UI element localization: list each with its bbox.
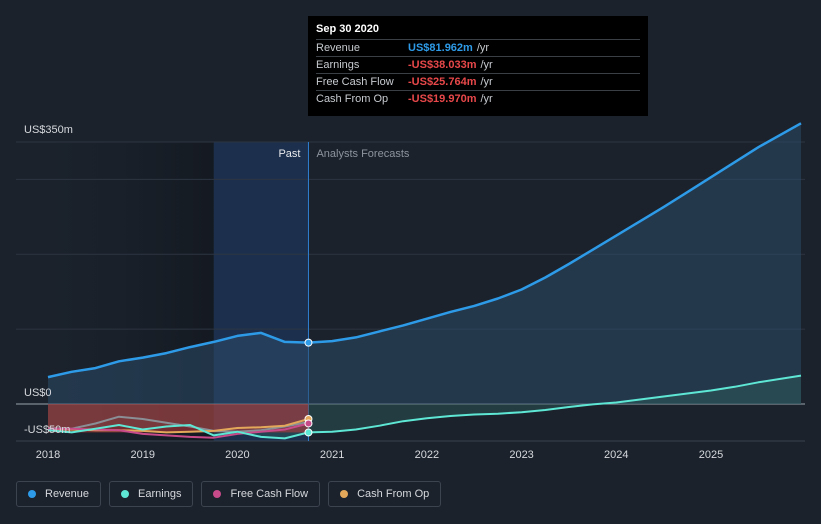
revenue-line (47, 122, 802, 379)
tooltip-date: Sep 30 2020 (316, 23, 379, 35)
legend-label: Earnings (138, 488, 182, 500)
legend-item-fcf[interactable]: Free Cash Flow (201, 481, 321, 507)
data-tooltip: Sep 30 2020 Revenue US$81.962m/yr Earnings… (308, 16, 648, 116)
legend-label: Free Cash Flow (230, 488, 309, 500)
legend-item-revenue[interactable]: Revenue (16, 481, 102, 507)
tooltip-row-name: Free Cash Flow (316, 76, 394, 88)
past-label: Past (278, 148, 300, 160)
legend-dot-icon (340, 490, 349, 498)
tooltip-row-unit: /yr (480, 59, 493, 71)
revenue-area (48, 123, 801, 405)
legend-label: Revenue (45, 488, 90, 500)
legend-dot-icon (28, 490, 36, 498)
earnings-line (47, 374, 802, 440)
x-tick-label: 2024 (604, 449, 628, 461)
earnings-marker[interactable] (304, 428, 313, 437)
earnings-past-line (47, 415, 309, 433)
x-tick-label: 2022 (415, 449, 439, 461)
chart-legend: Revenue Earnings Free Cash Flow Cash From O… (16, 481, 442, 507)
y-label-bottom: -US$50m (24, 424, 70, 436)
y-label-top: US$350m (24, 124, 73, 136)
x-tick-label: 2018 (36, 449, 60, 461)
tooltip-row: Cash From Op -US$19.970m/yr (316, 90, 640, 107)
tooltip-row-unit: /yr (476, 42, 490, 54)
x-tick-label: 2020 (225, 449, 249, 461)
fcf-marker[interactable] (304, 419, 313, 428)
legend-dot-icon (213, 490, 222, 498)
legend-item-earnings[interactable]: Earnings (109, 481, 194, 507)
legend-item-cfo[interactable]: Cash From Op (328, 481, 442, 507)
y-label-zero: US$0 (24, 387, 52, 399)
tooltip-row-value: -US$19.970m (408, 93, 477, 105)
x-tick-label: 2021 (320, 449, 344, 461)
tooltip-row: Earnings -US$38.033m/yr (316, 56, 640, 73)
x-tick-label: 2025 (699, 449, 723, 461)
x-tick-label: 2019 (130, 449, 154, 461)
forecast-label: Analysts Forecasts (316, 148, 409, 160)
tooltip-row-value: -US$38.033m (408, 59, 477, 71)
tooltip-row-name: Revenue (316, 42, 361, 54)
revenue-marker[interactable] (304, 338, 313, 347)
tooltip-row-value: US$81.962m (408, 42, 473, 54)
tooltip-row: Free Cash Flow -US$25.764m/yr (316, 73, 640, 90)
tooltip-row-name: Cash From Op (316, 93, 389, 105)
legend-label: Cash From Op (357, 488, 430, 500)
legend-dot-icon (121, 490, 130, 498)
tooltip-row-name: Earnings (316, 59, 360, 71)
tooltip-row: Revenue US$81.962m/yr (316, 39, 640, 56)
tooltip-row-value: -US$25.764m (408, 76, 477, 88)
x-tick-label: 2023 (509, 449, 533, 461)
tooltip-row-unit: /yr (480, 76, 493, 88)
tooltip-row-unit: /yr (480, 93, 493, 105)
